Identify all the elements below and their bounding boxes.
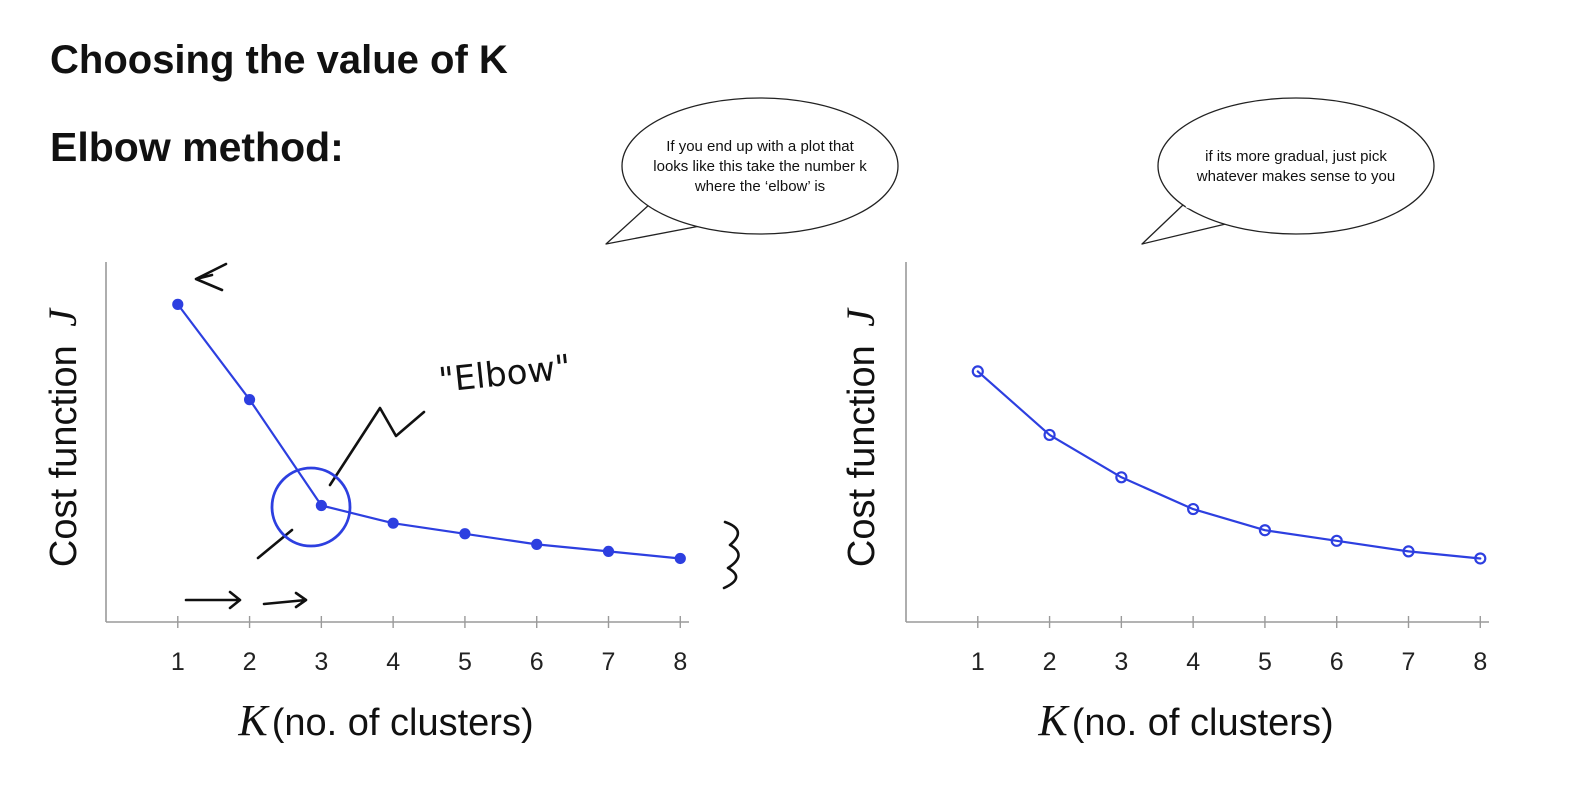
gradual-chart-ylabel: Cost function J xyxy=(838,307,883,567)
arrow-up-annotation xyxy=(256,528,294,560)
gradual-chart-line xyxy=(976,370,1482,560)
elbow-chart-ylabel: Cost function J xyxy=(40,307,85,567)
data-point xyxy=(602,545,615,558)
gradual-chart-ticks: 1 2 3 4 5 6 7 8 xyxy=(971,616,1487,676)
page-subtitle: Elbow method: xyxy=(50,124,344,170)
data-point xyxy=(1402,545,1415,558)
elbow-chart-line xyxy=(176,303,682,560)
x-tick-label: 1 xyxy=(171,648,185,676)
callout-2-line-1: if its more gradual, just pick xyxy=(1205,148,1387,165)
x-tick-label: 3 xyxy=(314,648,328,676)
callout-1-line-3: where the ‘elbow’ is xyxy=(694,178,825,195)
x-tick-label: 2 xyxy=(1043,648,1057,676)
x-tick-label: 6 xyxy=(530,648,544,676)
x-tick-label: 5 xyxy=(1258,648,1272,676)
data-point xyxy=(387,517,399,529)
data-point xyxy=(1043,428,1056,442)
gradual-chart: 1 2 3 4 5 6 7 8 Cost function J K (no. of cluste… xyxy=(838,262,1489,745)
data-point xyxy=(1258,524,1272,537)
x-tick-label: 8 xyxy=(1473,648,1487,676)
callout-1-line-2: looks like this take the number k xyxy=(653,158,867,175)
gradual-chart-points xyxy=(971,365,1487,565)
x-tick-label: 8 xyxy=(673,648,687,676)
elbow-circle-annotation xyxy=(270,466,352,548)
data-point xyxy=(1330,534,1343,547)
squiggle-annotation xyxy=(722,520,740,590)
page-title: Choosing the value of K xyxy=(50,38,508,82)
data-point xyxy=(674,552,686,565)
x-tick-label: 7 xyxy=(1402,648,1416,676)
arrow-left-annotation xyxy=(194,262,228,292)
data-point xyxy=(1115,471,1128,484)
x-tick-label: 1 xyxy=(971,648,985,676)
series-line xyxy=(976,370,1482,560)
x-tick-label: 7 xyxy=(602,648,616,676)
elbow-chart-xlabel: K (no. of clusters) xyxy=(237,696,533,745)
x-tick-label: 4 xyxy=(386,648,400,676)
data-point xyxy=(172,298,184,310)
data-point xyxy=(315,499,327,512)
elbow-chart-points xyxy=(172,298,686,565)
elbow-chart: 1 2 3 4 5 6 7 8 Cost function J K (no. of cluste… xyxy=(40,262,740,745)
callout-1-line-1: If you end up with a plot that xyxy=(666,138,854,155)
x-tick-label: 5 xyxy=(458,648,472,676)
series-line xyxy=(176,303,682,560)
data-point xyxy=(243,394,256,406)
data-point xyxy=(459,528,471,540)
data-point xyxy=(1474,552,1487,565)
elbow-label: "Elbow" xyxy=(437,347,573,401)
arrow-right-annotation-2 xyxy=(262,591,308,609)
x-tick-label: 2 xyxy=(243,648,257,676)
callout-bubble-1: If you end up with a plot that looks lik… xyxy=(605,97,899,245)
zigzag-arrow-annotation xyxy=(328,406,426,487)
callout-bubble-2: if its more gradual, just pick whatever … xyxy=(1141,97,1435,245)
elbow-annotations xyxy=(184,262,740,610)
data-point xyxy=(971,365,984,378)
x-tick-label: 4 xyxy=(1186,648,1200,676)
data-point xyxy=(531,538,543,550)
data-point xyxy=(1187,502,1200,516)
gradual-chart-axes xyxy=(905,262,1489,623)
elbow-chart-axes xyxy=(105,262,689,623)
x-tick-label: 3 xyxy=(1114,648,1128,676)
x-tick-label: 6 xyxy=(1330,648,1344,676)
callout-2-line-2: whatever makes sense to you xyxy=(1196,168,1395,185)
arrow-right-annotation-1 xyxy=(184,590,242,610)
elbow-chart-ticks: 1 2 3 4 5 6 7 8 xyxy=(171,616,687,676)
gradual-chart-xlabel: K (no. of clusters) xyxy=(1037,696,1333,745)
